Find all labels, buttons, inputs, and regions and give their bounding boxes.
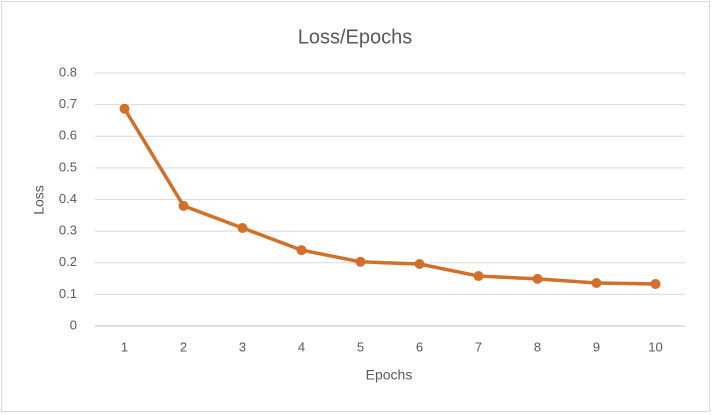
x-axis-title: Epochs: [366, 367, 413, 383]
x-tick-label: 10: [648, 339, 662, 354]
y-tick-label: 0.8: [59, 64, 77, 79]
marker: [414, 259, 425, 270]
y-tick-label: 0.1: [59, 286, 77, 301]
x-tick-label: 6: [416, 339, 423, 354]
x-tick-label: 2: [180, 339, 187, 354]
marker: [532, 273, 543, 284]
marker: [591, 277, 602, 288]
x-tick-label: 9: [593, 339, 600, 354]
x-tick-label: 8: [534, 339, 541, 354]
y-tick-label: 0.4: [59, 191, 77, 206]
y-tick-label: 0.7: [59, 96, 77, 111]
x-tick-label: 7: [475, 339, 482, 354]
x-tick-label: 5: [357, 339, 364, 354]
y-tick-label: 0.6: [59, 128, 77, 143]
marker: [178, 200, 189, 211]
marker: [119, 103, 130, 114]
y-tick-label: 0.5: [59, 159, 77, 174]
marker: [296, 245, 307, 256]
x-tick-label: 1: [121, 339, 128, 354]
chart-title: Loss/Epochs: [298, 26, 413, 48]
y-tick-label: 0.3: [59, 223, 77, 238]
y-tick-label: 0.2: [59, 254, 77, 269]
marker: [650, 278, 661, 289]
marker: [237, 222, 248, 233]
line: [123, 107, 656, 286]
y-tick-label: 0: [70, 317, 77, 332]
y-axis-title: Loss: [31, 185, 47, 215]
marker: [473, 271, 484, 282]
x-tick-label: 4: [298, 339, 305, 354]
x-tick-label: 3: [239, 339, 246, 354]
marker: [355, 256, 366, 267]
